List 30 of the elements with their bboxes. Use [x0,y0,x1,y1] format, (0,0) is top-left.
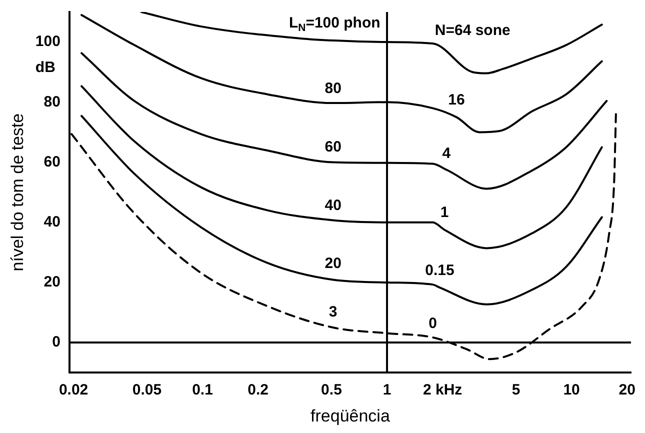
annotation: 20 [324,255,342,272]
y-tick-label: 60 [44,153,60,170]
x-tick-label: 10 [563,382,580,399]
y-tick-label: 80 [44,93,60,110]
x-tick-label: 0.5 [321,382,342,399]
annotation: 1 [440,204,449,222]
annotation: N=64 sone [434,22,510,39]
x-tick-label: 0.1 [192,382,213,399]
text: dB [35,59,56,76]
annotation: 0 [428,315,437,332]
annotation: 16 [448,91,465,108]
x-tick-label: 0.02 [58,382,88,399]
annotation: 80 [324,80,342,97]
annotation: 40 [324,196,342,214]
x-tick-label: 0.05 [132,382,162,399]
x-tick-label: 5 [512,382,520,399]
x-tick-label: 2 kHz [422,382,462,399]
y-tick-label: 40 [44,213,60,230]
y-tick-label: 100 [35,33,60,50]
annotation: 3 [328,304,338,321]
x-tick-label: 0.2 [248,382,268,399]
annotation: 60 [324,138,342,156]
x-tick-label: 1 [382,382,392,399]
annotation: 4 [442,145,452,162]
x-axis-title: freqüência [310,406,390,426]
y-tick-label: 20 [44,274,60,291]
x-tick-label: 20 [618,382,636,399]
annotation: 0.15 [425,262,454,280]
y-tick-label: 0 [52,334,60,351]
y-axis-title: nível do tom de teste [8,113,27,272]
